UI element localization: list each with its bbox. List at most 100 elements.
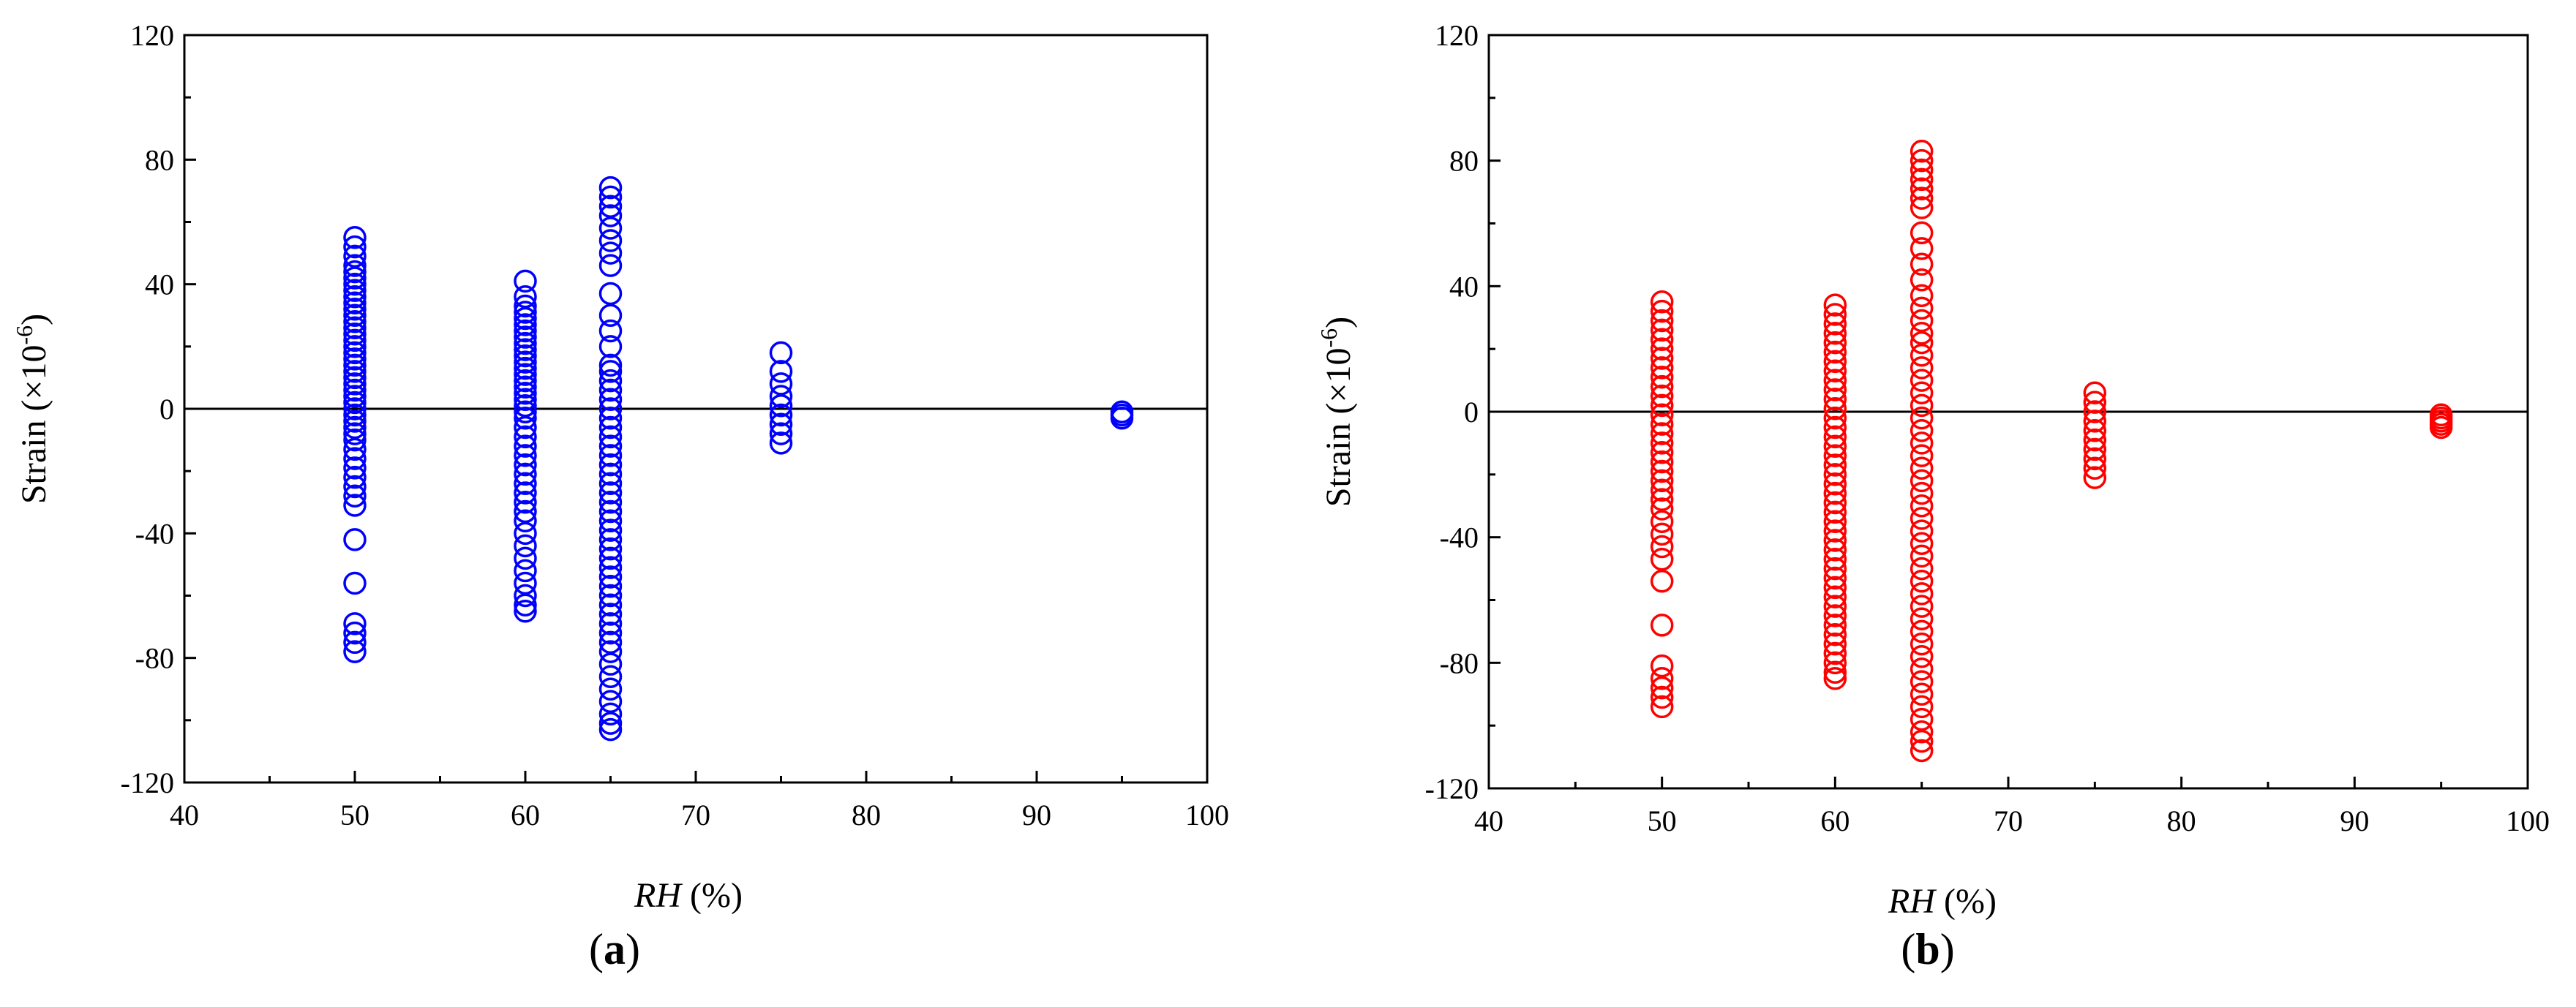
data-point xyxy=(514,375,537,399)
data-point xyxy=(343,341,367,365)
data-point xyxy=(598,717,623,742)
data-point xyxy=(1910,419,1934,442)
data-point xyxy=(343,422,367,445)
data-point xyxy=(1910,645,1934,668)
x-tick-label: 80 xyxy=(852,799,881,831)
data-point xyxy=(1823,481,1847,505)
data-point xyxy=(598,444,623,467)
data-point xyxy=(343,310,367,333)
data-point xyxy=(1910,309,1934,333)
data-point xyxy=(1823,595,1847,618)
y-tick-label: -40 xyxy=(1440,521,1479,554)
data-point xyxy=(598,712,623,735)
data-point xyxy=(1650,570,1674,593)
data-point xyxy=(1823,651,1847,675)
data-point xyxy=(769,403,793,427)
data-point xyxy=(1823,510,1847,533)
data-point xyxy=(598,453,623,477)
data-point xyxy=(1650,318,1674,342)
data-point xyxy=(343,335,367,358)
data-point xyxy=(769,385,793,408)
data-point xyxy=(769,341,793,365)
y-tick-label: -40 xyxy=(135,517,174,550)
data-point xyxy=(598,415,623,440)
data-point xyxy=(1910,494,1934,518)
y-tick-label: -80 xyxy=(135,642,174,675)
data-point xyxy=(1910,196,1934,219)
data-point xyxy=(1910,670,1934,693)
data-point xyxy=(598,652,623,676)
x-tick-label: 70 xyxy=(681,799,710,831)
x-tick-label: 100 xyxy=(1185,799,1229,831)
data-point xyxy=(598,353,623,377)
data-point xyxy=(343,303,367,327)
data-point xyxy=(514,546,537,570)
data-point xyxy=(598,584,623,608)
data-point xyxy=(514,434,537,458)
data-point xyxy=(1650,299,1674,323)
panel-label-letter: b xyxy=(1915,925,1939,973)
data-point xyxy=(1823,576,1847,600)
data-point xyxy=(343,403,367,427)
data-point xyxy=(769,431,793,455)
data-point xyxy=(343,475,367,499)
data-point xyxy=(514,325,537,349)
data-point xyxy=(1823,472,1847,496)
data-point xyxy=(598,425,623,449)
data-point xyxy=(1650,422,1674,445)
data-point xyxy=(1650,450,1674,474)
data-point xyxy=(1650,366,1674,389)
y-tick-label: 120 xyxy=(130,19,174,52)
data-point xyxy=(1650,488,1674,511)
data-point xyxy=(2083,466,2107,489)
data-point xyxy=(343,291,367,314)
y-tick-label: 40 xyxy=(145,268,174,301)
data-point xyxy=(1910,369,1934,392)
data-point xyxy=(1823,585,1847,608)
data-point xyxy=(1910,284,1934,307)
data-point xyxy=(1823,538,1847,562)
data-point xyxy=(1823,340,1847,364)
data-point xyxy=(514,344,537,368)
data-point xyxy=(598,481,623,505)
y-axis-title-close: ) xyxy=(1319,317,1358,328)
data-point xyxy=(2083,447,2107,471)
data-point xyxy=(514,319,537,343)
data-point xyxy=(514,393,537,418)
data-point xyxy=(1910,381,1934,404)
x-axis-title-italic: RH xyxy=(634,876,683,915)
data-point xyxy=(514,306,537,331)
data-point xyxy=(598,574,623,598)
data-point xyxy=(598,204,623,227)
y-tick-label: 80 xyxy=(1449,145,1479,178)
x-axis-title: RH (%) xyxy=(1888,882,1997,921)
data-point xyxy=(1823,453,1847,477)
data-point xyxy=(514,313,537,336)
y-axis-title-close: ) xyxy=(15,314,53,325)
data-point xyxy=(514,369,537,393)
data-point xyxy=(769,372,793,396)
data-point xyxy=(1823,359,1847,382)
data-point xyxy=(1650,328,1674,352)
data-point xyxy=(598,216,623,240)
data-point xyxy=(343,323,367,346)
data-point xyxy=(598,176,623,200)
data-point xyxy=(514,600,537,623)
data-point xyxy=(514,584,537,608)
data-point xyxy=(1910,158,1934,182)
data-point xyxy=(514,350,537,374)
data-point xyxy=(1823,415,1847,440)
data-point xyxy=(1823,425,1847,449)
data-point xyxy=(598,491,623,514)
data-point xyxy=(1910,148,1934,173)
data-point xyxy=(1910,344,1934,367)
data-point xyxy=(514,425,537,449)
data-point xyxy=(2083,410,2107,433)
data-point xyxy=(343,260,367,284)
data-point xyxy=(1823,378,1847,401)
data-point xyxy=(1910,481,1934,505)
data-point xyxy=(1910,268,1934,292)
data-point xyxy=(2083,391,2107,414)
data-point xyxy=(514,400,537,424)
data-point xyxy=(1910,393,1934,418)
